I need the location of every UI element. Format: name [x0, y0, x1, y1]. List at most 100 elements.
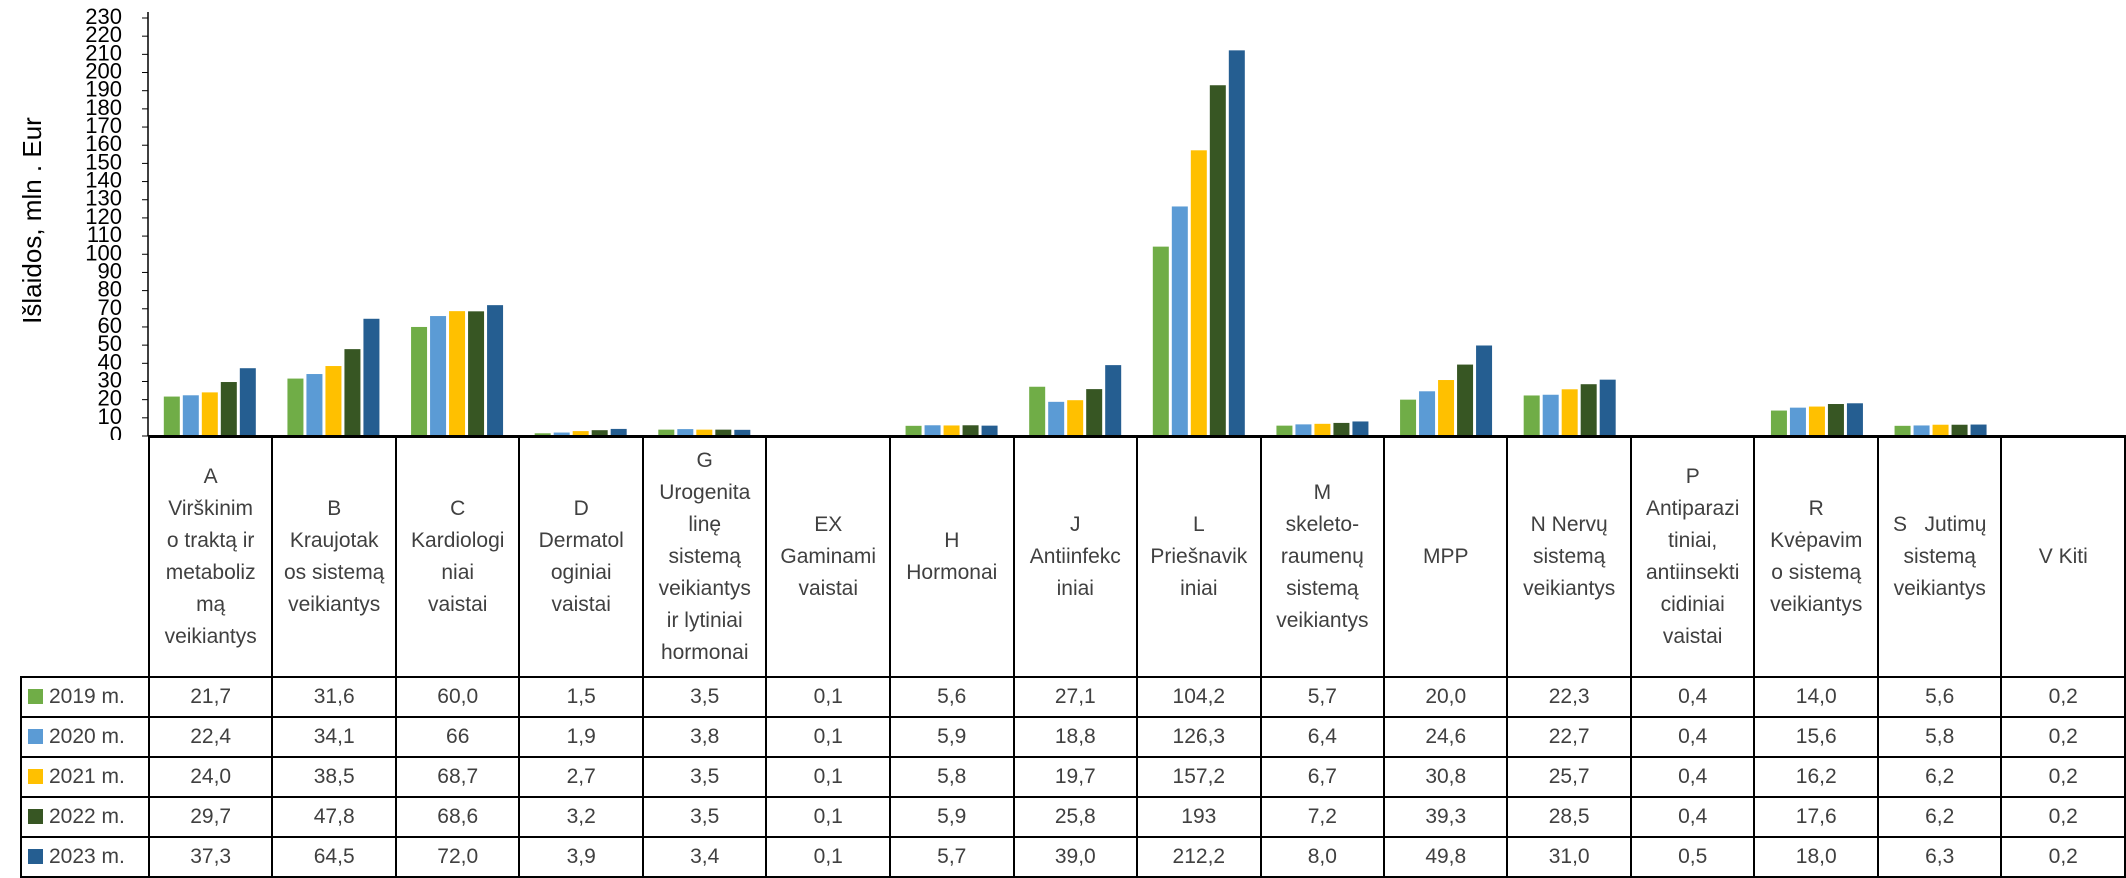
data-label: 34,1	[271, 716, 397, 758]
bar	[1457, 364, 1474, 436]
bar	[1438, 380, 1455, 436]
category-label-line: ir lytiniai	[666, 609, 743, 632]
legend-swatch	[28, 849, 43, 864]
data-label: 31,6	[271, 676, 397, 718]
category-label-line: o sistemą	[1771, 561, 1862, 584]
data-label: 18,8	[1012, 716, 1139, 758]
bar	[287, 378, 304, 436]
category-label-line: hormonai	[660, 641, 749, 664]
bar	[1419, 391, 1436, 436]
category-label: EX Gaminami vaistai	[765, 436, 892, 678]
category-label-line: raumenų	[1280, 545, 1364, 568]
category-label-line: sistemą	[1903, 545, 1976, 568]
category-label: J Antiinfekc iniai	[1012, 436, 1139, 678]
data-label: 22,3	[1506, 676, 1632, 718]
bar	[734, 429, 751, 436]
data-label: 24,0	[147, 756, 274, 798]
data-label: 47,8	[271, 796, 397, 838]
category-label-line: S Jutimų	[1893, 513, 1987, 536]
legend-label: 2020 m.	[49, 725, 125, 748]
data-label: 104,2	[1136, 676, 1262, 718]
y-tick-label: 10	[98, 404, 122, 429]
bar	[715, 429, 732, 436]
legend-entry: 2020 m.	[20, 716, 150, 758]
y-tick-label: 220	[85, 22, 122, 47]
data-label: 5,6	[1876, 676, 2003, 718]
bar	[468, 311, 485, 436]
data-label: 0,1	[765, 836, 892, 878]
data-label: 3,9	[518, 836, 644, 878]
category-label-line: A	[203, 465, 218, 488]
category-label-line: vaistai	[798, 577, 859, 600]
data-label: 66	[394, 716, 521, 758]
y-tick-label: 20	[98, 386, 122, 411]
data-label: 30,8	[1383, 756, 1509, 798]
legend-entry: 2022 m.	[20, 796, 150, 838]
category-label-line: veikiantys	[1770, 593, 1863, 616]
y-tick-label: 210	[85, 40, 122, 65]
category-label-line: Priešnavik	[1150, 545, 1248, 568]
category-label: V Kiti	[2000, 436, 2126, 678]
data-label: 157,2	[1136, 756, 1262, 798]
data-label: 7,2	[1259, 796, 1386, 838]
bar	[363, 318, 380, 436]
table-row: 2021 m. 24,0 38,5 68,7 2,7 3,5 0,1 5,8 19,7 157,2…	[20, 756, 2126, 798]
table-row: 2020 m. 22,4 34,1 66 1,9 3,8 0,1 5,9 18,8 126,3 6,…	[20, 716, 2126, 758]
table-row: 2019 m. 21,7 31,6 60,0 1,5 3,5 0,1 5,6 27,1 104,2…	[20, 676, 2126, 718]
category-label-line: P	[1685, 465, 1700, 488]
y-tick-label: 70	[98, 295, 122, 320]
data-label: 29,7	[147, 796, 274, 838]
bar	[1789, 407, 1806, 436]
bar	[1846, 403, 1863, 436]
bar	[344, 349, 361, 436]
y-tick-label: 170	[85, 113, 122, 138]
category-label-line: tiniai,	[1668, 529, 1718, 552]
category-label-line: linę	[688, 513, 722, 536]
category-label-line: R	[1808, 497, 1824, 520]
data-label: 6,4	[1259, 716, 1386, 758]
category-label-line: os sistemą	[284, 561, 385, 584]
category-label: S Jutimų sistemą veikiantys	[1876, 436, 2003, 678]
y-tick-label: 150	[85, 149, 122, 174]
data-label: 3,5	[641, 756, 768, 798]
category-label-line: Kardiologi	[411, 529, 505, 552]
legend-swatch	[28, 769, 43, 784]
category-header-row: A Virškinim o traktą ir metaboliz mą veikiant…	[21, 436, 2126, 678]
bar	[411, 326, 428, 436]
bar	[1209, 85, 1226, 437]
category-label-line: cidiniai	[1660, 593, 1725, 616]
data-label: 18,0	[1753, 836, 1879, 878]
category-label-line: Kraujotak	[289, 529, 379, 552]
bar-chart: 0102030405060708090100110120130140150160…	[85, 4, 2126, 440]
category-label-line: mą	[196, 593, 226, 616]
bar	[1542, 394, 1559, 436]
y-tick-label: 190	[85, 77, 122, 102]
category-label: A Virškinim o traktą ir metaboliz mą veikiant…	[147, 436, 274, 678]
bar	[163, 396, 180, 436]
category-label-line: vaistai	[427, 593, 488, 616]
category-label-line: V Kiti	[2038, 545, 2088, 568]
category-label-line: D	[573, 497, 589, 520]
bar	[1913, 425, 1930, 436]
data-label: 38,5	[271, 756, 397, 798]
data-label: 6,7	[1259, 756, 1386, 798]
y-tick-label: 80	[98, 277, 122, 302]
bar	[696, 429, 713, 436]
data-label: 0,1	[765, 796, 892, 838]
bar	[553, 432, 570, 436]
bar	[677, 429, 694, 436]
data-label: 0,2	[2000, 716, 2126, 758]
data-label: 0,2	[2000, 836, 2126, 878]
category-label-line: H	[944, 529, 960, 552]
data-label: 39,0	[1012, 836, 1139, 878]
bar	[1067, 400, 1084, 436]
y-tick-label: 40	[98, 349, 122, 374]
category-label-line: Gaminami	[780, 545, 877, 568]
bar	[1932, 424, 1949, 436]
bar	[1770, 410, 1787, 436]
category-label-line: veikiantys	[658, 577, 751, 600]
legend-label: 2023 m.	[49, 845, 125, 868]
data-label: 212,2	[1136, 836, 1262, 878]
data-label: 6,3	[1876, 836, 2003, 878]
bar	[220, 382, 237, 436]
